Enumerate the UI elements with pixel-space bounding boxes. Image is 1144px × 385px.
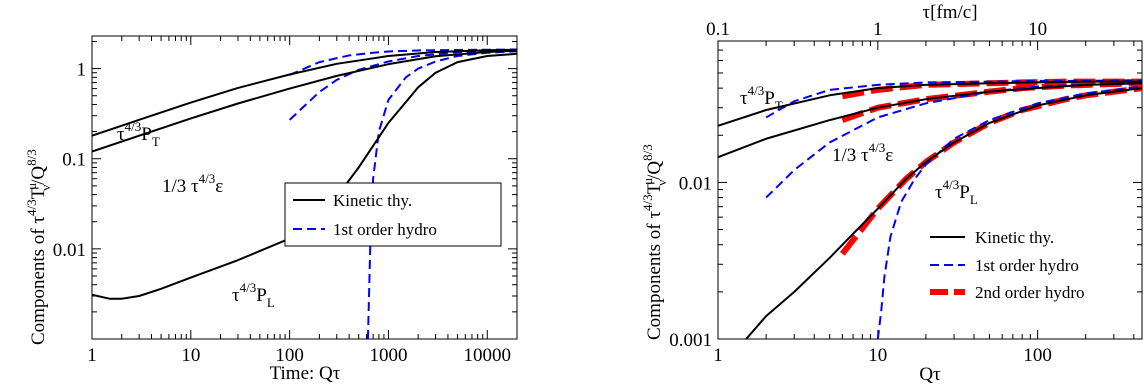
- left-ylabel: Components of τ4/3Tμν/Q8/3: [24, 149, 53, 345]
- x-tick-label: 10: [868, 345, 887, 366]
- left-legend: Kinetic thy. 1st order hydro: [284, 182, 502, 247]
- left-anno-pt: τ4/3PT: [117, 119, 160, 149]
- x-tick-label: 100: [1023, 345, 1052, 366]
- hydro1-line: [289, 48, 517, 76]
- x2-tick-label: 0.1: [706, 19, 730, 40]
- y-tick-label: 0.01: [53, 240, 86, 261]
- x-tick-label: 100: [275, 345, 304, 366]
- hydro1-line: [765, 79, 1142, 119]
- series-group: [718, 78, 1142, 339]
- left-xlabel: Time: Qτ: [270, 363, 341, 384]
- left-legend-box: [284, 182, 502, 247]
- x2-tick-label: 1: [873, 19, 883, 40]
- kinetic-line: [718, 82, 1142, 159]
- kinetic-line: [745, 87, 1142, 339]
- kinetic-line: [718, 80, 1142, 127]
- kinetic-line: [92, 52, 517, 300]
- left-legend-label-kinetic: Kinetic thy.: [333, 191, 412, 210]
- right-panel: 1 10 100 0.001 0.01 0.1 1 10 Components of τ4/3…: [640, 2, 1143, 385]
- right-legend-label-hydro2: 2nd order hydro: [975, 283, 1085, 302]
- hydro1-line: [765, 82, 1142, 199]
- right-ticks: 1 10 100 0.001 0.01 0.1 1 10: [669, 19, 1142, 366]
- x-tick-label: 10: [181, 345, 200, 366]
- kinetic-line: [92, 49, 517, 153]
- x-tick-label: 1: [713, 345, 723, 366]
- kinetic-line: [92, 48, 517, 137]
- hydro1-line: [366, 50, 517, 339]
- hydro1-line: [876, 85, 1142, 339]
- x-tick-label: 10000: [464, 345, 512, 366]
- right-curves: [718, 78, 1142, 339]
- left-ticks: 1 10 100 1000 10000 0.01 0.1 1: [53, 36, 517, 366]
- y-tick-label: 1: [77, 60, 87, 81]
- x2-tick-label: 10: [1028, 19, 1047, 40]
- right-x2label: τ[fm/c]: [922, 2, 977, 23]
- series-group: [92, 48, 517, 339]
- right-ylabel: Components of τ4/3Tμν/Q8/3: [640, 144, 669, 340]
- y-tick-label: 0.1: [62, 150, 86, 171]
- x-tick-label: 1000: [369, 345, 407, 366]
- left-curves: [92, 48, 517, 339]
- hydro1-line: [288, 49, 517, 121]
- right-legend-label-kinetic: Kinetic thy.: [975, 228, 1054, 247]
- y-tick-label: 0.01: [679, 173, 712, 194]
- right-anno-eps: 1/3 τ4/3ε: [832, 140, 893, 166]
- right-legend-label-hydro1: 1st order hydro: [975, 256, 1079, 275]
- left-legend-label-hydro1: 1st order hydro: [333, 220, 437, 239]
- left-anno-eps: 1/3 τ4/3ε: [162, 171, 223, 197]
- right-anno-pl: τ4/3PL: [935, 177, 978, 207]
- y-tick-label: 0.001: [669, 330, 712, 351]
- right-xlabel: Qτ: [919, 364, 941, 385]
- x-tick-label: 1: [87, 345, 97, 366]
- left-plot-frame: [91, 35, 518, 340]
- right-legend: Kinetic thy. 1st order hydro 2nd order h…: [930, 228, 1085, 302]
- right-anno-pt: τ4/3PT: [740, 83, 783, 113]
- left-panel: 1 10 100 1000 10000 0.01 0.1 1 Components of τ4…: [24, 35, 518, 384]
- left-anno-pl: τ4/3PL: [232, 280, 275, 310]
